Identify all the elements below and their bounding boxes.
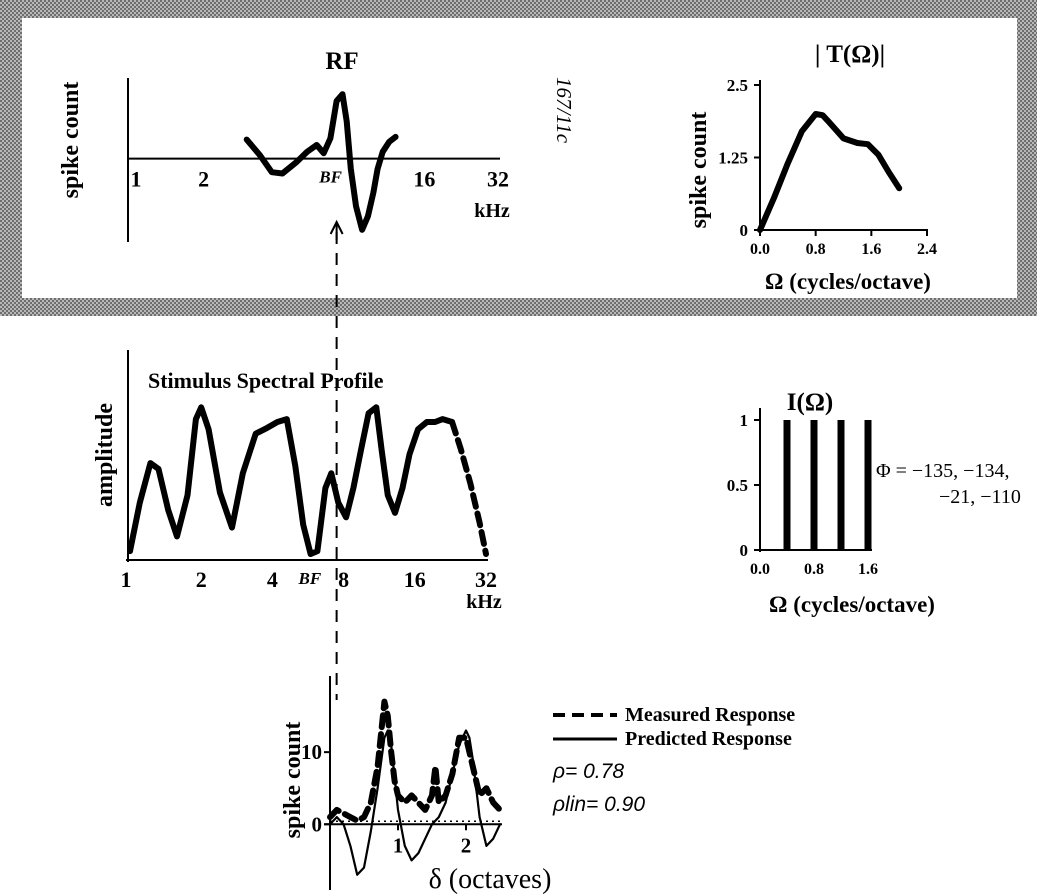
rf-x-tick-label: 1 — [131, 167, 142, 192]
ripple-y-tick-label: 0.5 — [727, 476, 748, 495]
resp-y-tick-label: 10 — [301, 740, 322, 764]
bf-arrow-icon — [329, 219, 344, 240]
stim-title: Stimulus Spectral Profile — [148, 368, 384, 393]
transfer-y-tick-label: 2.5 — [727, 76, 748, 95]
rf-cell-id: 167/11c — [552, 77, 576, 144]
resp-stat-rholin: ρlin= 0.90 — [552, 793, 645, 816]
stim-x-tick-label: 1 — [121, 567, 132, 592]
rf-x-tick-label: 16 — [413, 167, 435, 192]
rf-series-line-0 — [243, 91, 399, 233]
transfer-function-panel: 0 1.25 2.5 0.0 0.8 1.6 2.4 Ω (cycles/octave) | T… — [686, 41, 937, 294]
transfer-x-tick-label: 0.8 — [806, 241, 826, 258]
rf-title: RF — [325, 48, 358, 75]
ripple-y-tick-label: 1 — [740, 411, 749, 430]
stim-bf-label: BF — [298, 569, 322, 588]
legend-label-1: Predicted Response — [625, 728, 792, 750]
stim-x-tick-label: 16 — [404, 567, 426, 592]
stimulus-profile-panel: 1 2 4 8 16 32 BF kHz Stimulus Spectral Profile am… — [92, 350, 502, 613]
rf-y-label: spike count — [58, 82, 84, 199]
ripple-title: I(Ω) — [787, 389, 833, 416]
stim-x-tick-label: 4 — [267, 567, 278, 592]
rf-x-tick-label: 32 — [487, 167, 509, 192]
ripple-x-tick-label: 0.0 — [750, 561, 770, 578]
transfer-y-label: spike count — [686, 112, 712, 229]
ripple-phase-label-2: −21, −110 — [939, 486, 1021, 508]
ripple-spectrum-panel: 0 0.5 1 0.0 0.8 1.6 I(Ω) Ω (cycles/octave) Φ = −… — [727, 389, 1021, 617]
stim-x-tick-label: 8 — [338, 567, 349, 592]
ripple-phase-label-1: Φ = −135, −134, — [876, 460, 1009, 482]
transfer-x-tick-label: 2.4 — [917, 241, 937, 258]
resp-series-line-1 — [328, 729, 502, 876]
transfer-y-tick-label: 0 — [740, 221, 749, 240]
transfer-x-tick-label: 0.0 — [750, 241, 770, 258]
stim-x-tick-label: 2 — [196, 567, 207, 592]
resp-y-label: spike count — [280, 722, 306, 839]
legend-label-0: Measured Response — [625, 704, 795, 726]
ripple-y-tick-label: 0 — [740, 541, 749, 560]
transfer-x-label: Ω (cycles/octave) — [765, 269, 931, 294]
stim-y-label: amplitude — [92, 403, 118, 507]
rf-x-tick-label: 2 — [198, 167, 209, 192]
transfer-y-tick-label: 1.25 — [718, 149, 748, 168]
transfer-series-line-0 — [757, 111, 903, 233]
ripple-x-label: Ω (cycles/octave) — [769, 592, 935, 617]
resp-x-label: δ (octaves) — [429, 864, 552, 895]
resp-x-tick-label: 1 — [393, 833, 404, 857]
resp-series-line-0 — [327, 698, 503, 824]
resp-y-tick-label: 0 — [312, 812, 323, 836]
rf-panel: 1 2 16 32 BF kHz RF spike count 167/11c — [58, 48, 576, 242]
response-panel: 0 10 1 2 spike count δ (octaves) Measured Resp… — [280, 676, 795, 895]
ripple-x-tick-label: 0.8 — [804, 561, 824, 578]
resp-stat-rho: ρ= 0.78 — [552, 760, 624, 783]
stim-x-tick-label: 32 — [475, 567, 497, 592]
stim-x-unit: kHz — [466, 591, 502, 613]
stim-series-line-1 — [449, 419, 489, 557]
transfer-title: | T(Ω)| — [815, 41, 885, 68]
rf-x-unit: kHz — [474, 200, 510, 222]
transfer-x-tick-label: 1.6 — [861, 241, 881, 258]
rf-bf-label: BF — [318, 168, 342, 187]
resp-x-tick-label: 2 — [461, 833, 472, 857]
ripple-x-tick-label: 1.6 — [858, 561, 878, 578]
stim-series-line-0 — [127, 404, 456, 557]
